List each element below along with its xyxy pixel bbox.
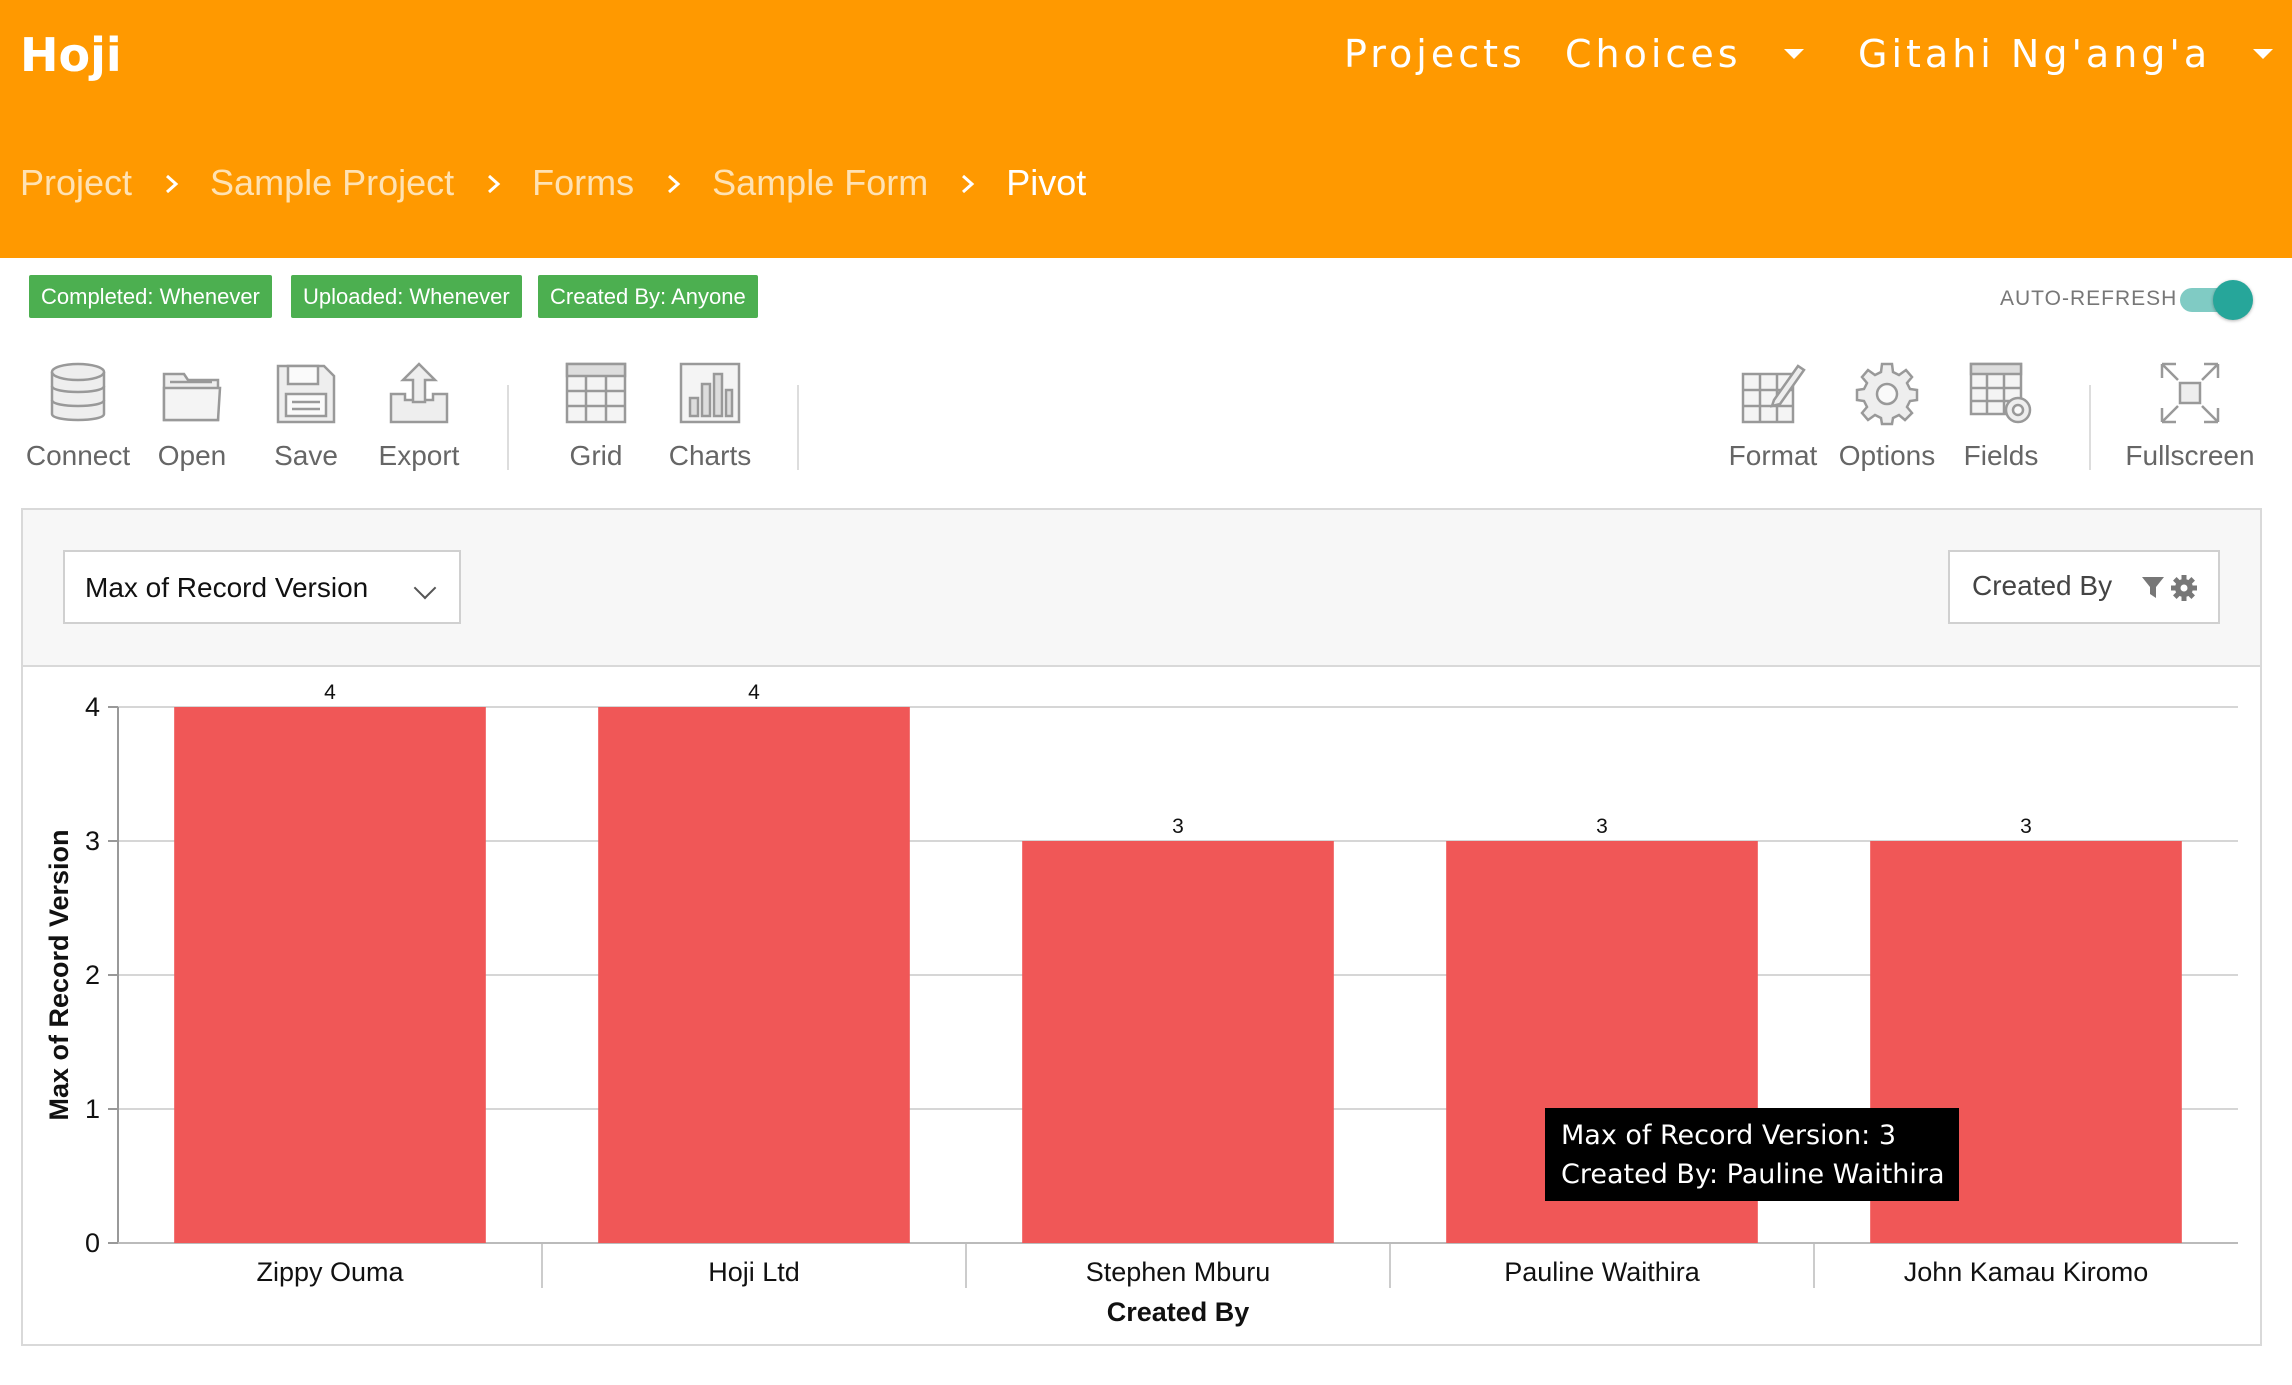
chevron-right-icon	[486, 162, 502, 204]
y-tick-label: 4	[85, 692, 100, 722]
fullscreen-button[interactable]: Fullscreen	[2125, 360, 2255, 472]
tooltip-line-category: Created By: Pauline Waithira	[1561, 1159, 1945, 1190]
export-icon	[389, 362, 449, 424]
breadcrumb-pivot: Pivot	[1006, 162, 1087, 203]
grid-button[interactable]: Grid	[537, 360, 655, 472]
nav-projects[interactable]: Projects	[1344, 32, 1526, 76]
connect-button[interactable]: Connect	[19, 360, 137, 472]
chart-tooltip: Max of Record Version: 3 Created By: Pau…	[1545, 1108, 1959, 1201]
chevron-right-icon	[666, 162, 682, 204]
created-by-field-label: Created By	[1972, 570, 2113, 601]
grid-label: Grid	[569, 440, 623, 471]
chevron-down-icon	[1783, 49, 1804, 59]
filter-icon	[2142, 577, 2164, 598]
save-icon	[276, 364, 336, 424]
toolbar-divider	[2089, 385, 2091, 470]
save-label: Save	[274, 440, 338, 471]
nav-choices[interactable]: Choices	[1565, 32, 1804, 76]
filter-chip-uploaded[interactable]: Uploaded: Whenever	[291, 275, 522, 318]
y-tick-label: 1	[85, 1094, 100, 1124]
y-tick-label: 3	[85, 826, 100, 856]
filter-chip-completed[interactable]: Completed: Whenever	[29, 275, 272, 318]
nav-choices-label: Choices	[1565, 32, 1742, 76]
auto-refresh-toggle-knob[interactable]	[2213, 280, 2253, 320]
breadcrumb-sample-form[interactable]: Sample Form	[712, 162, 929, 203]
nav-user-label: Gitahi Ng'ang'a	[1858, 32, 2212, 76]
created-by-field-button[interactable]: Created By	[1948, 550, 2220, 624]
chevron-right-icon	[164, 162, 180, 204]
open-button[interactable]: Open	[133, 360, 251, 472]
breadcrumb-sample-project[interactable]: Sample Project	[210, 162, 455, 203]
save-button[interactable]: Save	[247, 360, 365, 472]
fields-label: Fields	[1963, 440, 2039, 471]
x-tick-label: Stephen Mburu	[1086, 1257, 1271, 1287]
format-button[interactable]: Format	[1714, 360, 1832, 472]
measure-select-value: Max of Record Version	[85, 572, 369, 603]
field-settings-icons	[2140, 574, 2202, 607]
top-header: Hoji Projects Choices Gitahi Ng'ang'a Pr…	[0, 0, 2292, 258]
chevron-down-icon	[2253, 49, 2274, 59]
options-label: Options	[1838, 440, 1936, 471]
y-tick-label: 0	[85, 1228, 100, 1258]
x-axis-title: Created By	[1107, 1297, 1250, 1327]
folder-open-icon	[162, 372, 222, 422]
bar-data-label: 3	[1172, 815, 1184, 838]
export-label: Export	[378, 440, 460, 471]
filter-chip-created-by[interactable]: Created By: Anyone	[538, 275, 758, 318]
chart-controls-bar: Max of Record Version Created By	[23, 510, 2260, 667]
options-button[interactable]: Options	[1828, 360, 1946, 472]
toolbar-divider	[507, 385, 509, 470]
toolbar-divider	[797, 385, 799, 470]
x-tick-label: Zippy Ouma	[256, 1257, 404, 1287]
chevron-right-icon	[960, 162, 976, 204]
format-icon	[1741, 364, 1806, 424]
x-tick-label: Hoji Ltd	[708, 1257, 800, 1287]
database-icon	[50, 362, 106, 422]
nav-user-menu[interactable]: Gitahi Ng'ang'a	[1858, 32, 2274, 76]
grid-icon	[565, 362, 627, 424]
fullscreen-label: Fullscreen	[2125, 440, 2255, 471]
breadcrumb-project[interactable]: Project	[20, 162, 133, 203]
breadcrumb: Project Sample Project Forms Sample Form…	[20, 162, 1086, 204]
x-tick-label: John Kamau Kiromo	[1904, 1257, 2149, 1287]
gear-icon	[2171, 575, 2197, 601]
y-axis-title: Max of Record Version	[44, 829, 74, 1120]
breadcrumb-forms[interactable]: Forms	[532, 162, 635, 203]
chart-bar[interactable]	[598, 707, 910, 1243]
bar-data-label: 3	[2020, 815, 2032, 838]
bar-data-label: 4	[324, 681, 336, 704]
brand-logo[interactable]: Hoji	[20, 28, 122, 82]
gear-icon	[1855, 362, 1919, 426]
fullscreen-icon	[2160, 362, 2220, 424]
bar-data-label: 3	[1596, 815, 1608, 838]
open-label: Open	[157, 440, 227, 471]
fields-icon	[1969, 362, 2032, 424]
bar-chart-icon	[679, 362, 741, 424]
bar-data-label: 4	[748, 681, 760, 704]
connect-label: Connect	[25, 440, 131, 471]
format-label: Format	[1728, 440, 1818, 471]
charts-button[interactable]: Charts	[651, 360, 769, 472]
charts-label: Charts	[668, 440, 752, 471]
chart-bar[interactable]	[174, 707, 486, 1243]
x-tick-label: Pauline Waithira	[1504, 1257, 1701, 1287]
auto-refresh-label: AUTO-REFRESH	[2000, 287, 2178, 310]
chart-bar[interactable]	[1022, 841, 1334, 1243]
fields-button[interactable]: Fields	[1942, 360, 2060, 472]
export-button[interactable]: Export	[360, 360, 478, 472]
tooltip-line-value: Max of Record Version: 3	[1561, 1120, 1897, 1151]
y-tick-label: 2	[85, 960, 100, 990]
measure-select[interactable]: Max of Record Version	[63, 550, 461, 624]
